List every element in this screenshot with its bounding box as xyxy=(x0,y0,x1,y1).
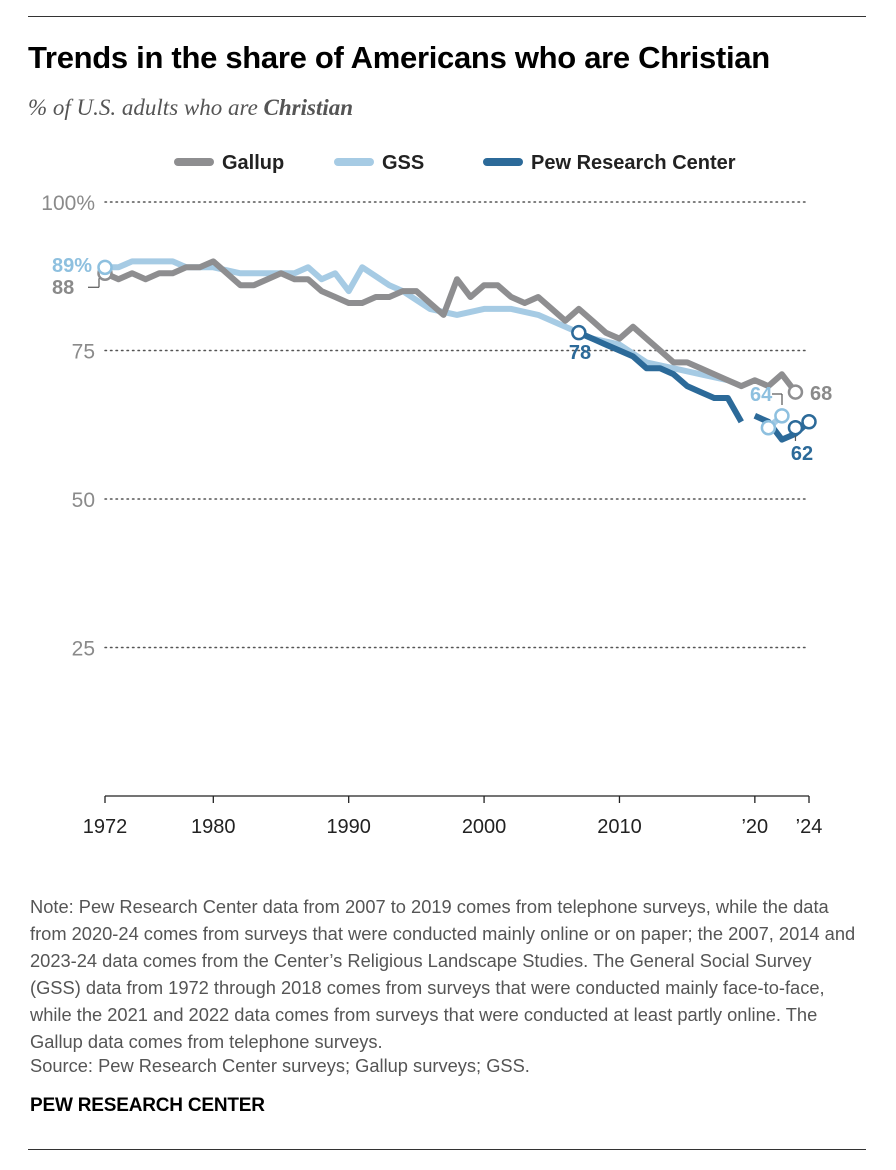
chart-source: Source: Pew Research Center surveys; Gal… xyxy=(30,1055,530,1076)
endpoint-marker-gss xyxy=(760,419,777,436)
chart-gridlines xyxy=(104,201,810,649)
endpoint-marker-gallup xyxy=(787,384,804,400)
legend-label-gss: GSS xyxy=(382,152,424,174)
legend-label-gallup: Gallup xyxy=(222,152,284,174)
x-tick-label: 1990 xyxy=(326,816,371,838)
x-tick-label: 1980 xyxy=(191,816,236,838)
data-label-pew: 78 xyxy=(569,342,591,364)
endpoint-marker-pew xyxy=(571,324,587,341)
data-label-gss: 89% xyxy=(52,255,92,277)
endpoint-marker-pew xyxy=(801,414,817,430)
series-line-gss xyxy=(105,258,729,384)
series-line-pew xyxy=(577,329,744,424)
x-tick-label: 2010 xyxy=(597,816,642,838)
publisher-brand: PEW RESEARCH CENTER xyxy=(30,1095,265,1116)
chart-title: Trends in the share of Americans who are… xyxy=(28,40,770,75)
data-label-gallup: 88 xyxy=(52,277,74,299)
chart-note: Note: Pew Research Center data from 2007… xyxy=(30,896,856,1052)
line-chart: Gallup GSS Pew Research Center 100%755025 … xyxy=(41,152,832,838)
x-axis: 1972 1980 1990 2000 2010 ’20 ’24 xyxy=(83,795,823,838)
endpoint-marker-gss xyxy=(774,408,790,424)
x-tick-label: ’20 xyxy=(741,816,768,838)
y-tick-label: 75 xyxy=(72,341,95,364)
legend-label-pew: Pew Research Center xyxy=(531,152,736,174)
chart-legend: Gallup GSS Pew Research Center xyxy=(174,152,736,174)
top-rule xyxy=(28,16,866,17)
endpoint-labels: 89% 64 88 68 78 62 xyxy=(52,255,832,465)
data-label-gallup: 68 xyxy=(810,383,832,405)
series-line-gallup xyxy=(103,258,798,394)
chart-series xyxy=(103,258,811,443)
data-label-gss: 64 xyxy=(750,384,773,406)
endpoint-marker-gss xyxy=(97,259,113,276)
x-tick-label: 1972 xyxy=(83,816,128,838)
chart-subtitle: % of U.S. adults who are Christian xyxy=(28,95,353,121)
subtitle-emphasis: Christian xyxy=(263,95,354,120)
y-tick-label: 25 xyxy=(72,638,95,661)
y-axis-ticks: 100% 75 50 25 xyxy=(41,192,95,661)
data-label-pew: 62 xyxy=(791,443,813,465)
x-tick-label: 2000 xyxy=(462,816,507,838)
y-tick-label: 100% xyxy=(41,192,95,215)
x-tick-label: ’24 xyxy=(796,816,823,838)
endpoint-marker-pew xyxy=(787,419,804,436)
y-tick-label: 50 xyxy=(72,489,95,512)
bottom-rule xyxy=(28,1149,866,1150)
subtitle-prefix: % of U.S. adults who are xyxy=(28,95,258,120)
